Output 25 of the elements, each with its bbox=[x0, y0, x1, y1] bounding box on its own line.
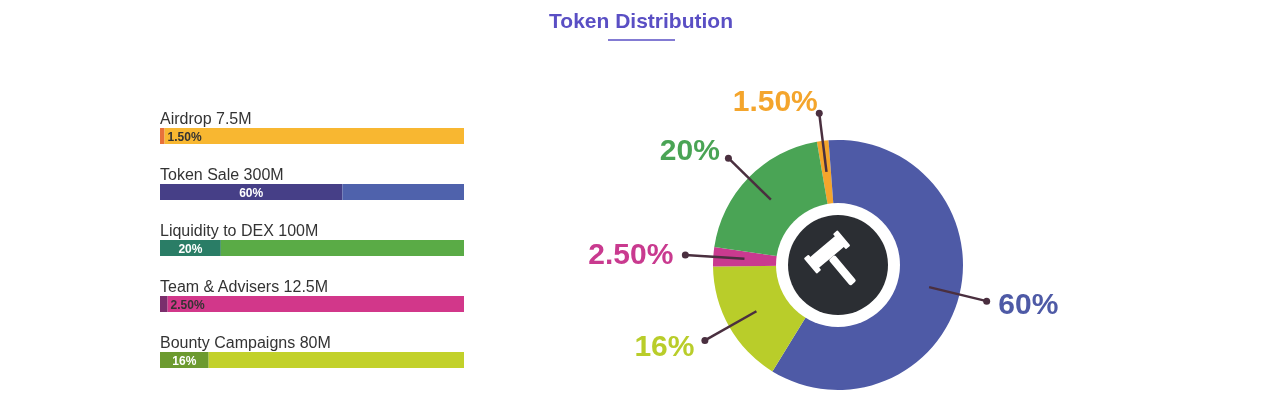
chart-title: Token Distribution bbox=[549, 9, 733, 32]
category-label: Team & Advisers 12.5M bbox=[160, 278, 329, 295]
bar bbox=[220, 240, 464, 256]
bar bbox=[160, 184, 343, 200]
bar bbox=[342, 184, 464, 200]
donut-slice bbox=[772, 140, 963, 390]
bar bbox=[208, 352, 464, 368]
category-label: Liquidity to DEX 100M bbox=[160, 222, 319, 239]
category-label: Token Sale 300M bbox=[160, 166, 284, 183]
data-label: 20% bbox=[659, 132, 720, 166]
data-label: 1.50% bbox=[167, 129, 202, 144]
bar bbox=[160, 296, 168, 312]
data-label: 20% bbox=[178, 241, 203, 256]
category-label: Airdrop 7.5M bbox=[160, 110, 252, 127]
bar bbox=[160, 128, 165, 144]
data-label: 1.50% bbox=[732, 84, 818, 118]
data-label: 60% bbox=[998, 286, 1059, 320]
bar bbox=[164, 128, 464, 144]
category-label: Bounty Campaigns 80M bbox=[160, 334, 331, 351]
data-label: 2.50% bbox=[170, 297, 205, 312]
data-label: 60% bbox=[239, 185, 264, 200]
data-label: 16% bbox=[172, 353, 197, 368]
bar bbox=[167, 296, 464, 312]
data-label: 2.50% bbox=[588, 237, 674, 271]
data-label: 16% bbox=[634, 329, 695, 363]
